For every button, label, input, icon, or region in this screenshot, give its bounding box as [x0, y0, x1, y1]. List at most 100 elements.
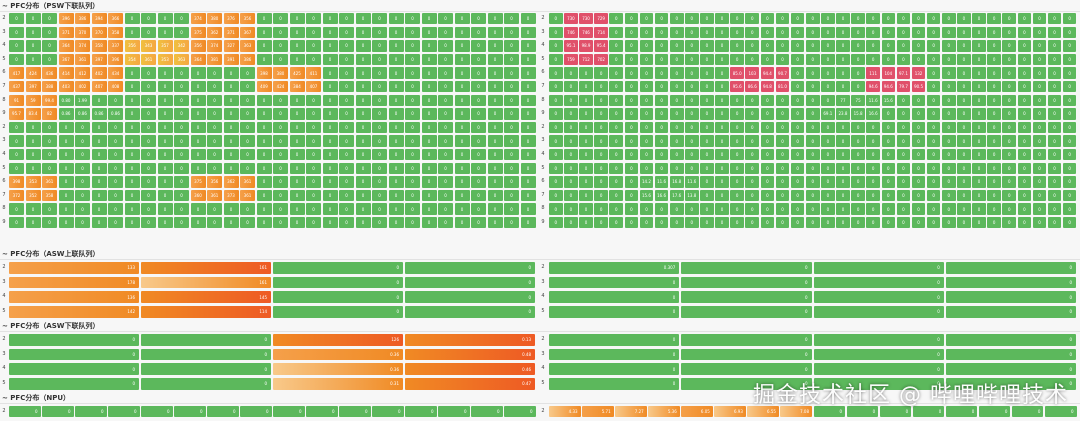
npu-cell[interactable]: 0 — [174, 406, 206, 417]
psw-cell[interactable]: 0 — [273, 149, 288, 161]
psw-cell[interactable]: 0 — [124, 203, 140, 215]
psw-cell[interactable]: 0 — [372, 135, 387, 147]
psw-cell[interactable]: 0 — [790, 176, 805, 188]
psw-cell[interactable]: 403 — [58, 81, 74, 93]
psw-cell[interactable]: 0 — [421, 176, 437, 188]
psw-cell[interactable]: 0 — [1017, 67, 1032, 79]
psw-cell[interactable]: 0 — [1047, 53, 1062, 66]
psw-cell[interactable]: 0 — [504, 162, 519, 174]
psw-cell[interactable]: 0 — [836, 53, 850, 66]
psw-cell[interactable]: 0 — [421, 149, 437, 161]
psw-cell[interactable]: 0 — [639, 108, 654, 120]
asw-stat-cell[interactable]: 0.31 — [273, 377, 403, 390]
psw-cell[interactable]: 0 — [372, 67, 387, 79]
psw-cell[interactable]: 0 — [957, 121, 971, 134]
psw-cell[interactable]: 0 — [273, 189, 288, 202]
psw-cell[interactable]: 0 — [355, 26, 371, 38]
psw-cell[interactable]: 370 — [75, 26, 90, 38]
psw-cell[interactable]: 0 — [1017, 94, 1032, 106]
psw-cell[interactable]: 358 — [91, 40, 107, 52]
psw-cell[interactable]: 0 — [438, 162, 453, 174]
asw-stat-cell[interactable]: 0.13 — [405, 334, 535, 346]
psw-cell[interactable]: 0 — [504, 135, 519, 147]
psw-cell[interactable]: 0 — [42, 40, 57, 52]
psw-cell[interactable]: 0 — [715, 108, 729, 120]
psw-cell[interactable]: 0 — [91, 135, 107, 147]
psw-cell[interactable]: 746 — [564, 26, 578, 38]
psw-cell[interactable]: 0 — [471, 135, 486, 147]
psw-cell[interactable]: 0 — [836, 162, 850, 174]
psw-cell[interactable]: 0 — [75, 162, 90, 174]
psw-cell[interactable]: 0 — [669, 217, 684, 229]
psw-cell[interactable]: 0 — [579, 217, 593, 229]
psw-cell[interactable]: 0 — [438, 189, 453, 202]
psw-cell[interactable]: 0 — [1047, 94, 1062, 106]
psw-cell[interactable]: 0.80 — [58, 94, 74, 106]
psw-cell[interactable]: 0 — [881, 149, 896, 161]
psw-cell[interactable]: 0 — [941, 67, 956, 79]
psw-cell[interactable]: 0 — [339, 81, 354, 93]
psw-cell[interactable]: 0 — [1032, 217, 1047, 229]
psw-cell[interactable]: 0 — [504, 67, 519, 79]
psw-cell[interactable]: 98.9 — [579, 40, 593, 52]
psw-cell[interactable]: 0 — [836, 176, 850, 188]
psw-cell[interactable]: 0 — [240, 217, 255, 229]
psw-cell[interactable]: 0 — [987, 203, 1001, 215]
psw-cell[interactable]: 0 — [372, 26, 387, 38]
psw-cell[interactable]: 0 — [851, 13, 865, 25]
asw-stat-cell[interactable]: 0 — [813, 305, 944, 318]
psw-cell[interactable]: 0 — [639, 203, 654, 215]
asw-stat-cell[interactable]: 0 — [273, 276, 403, 289]
psw-cell[interactable]: 0 — [896, 203, 911, 215]
psw-cell[interactable]: 0 — [685, 53, 699, 66]
psw-cell[interactable]: 90.7 — [775, 67, 790, 79]
psw-cell[interactable]: 0 — [926, 94, 941, 106]
psw-cell[interactable]: 0 — [306, 162, 321, 174]
psw-cell[interactable]: 0 — [851, 217, 865, 229]
psw-cell[interactable]: 0 — [405, 67, 420, 79]
psw-cell[interactable]: 0 — [405, 189, 420, 202]
psw-cell[interactable]: 0 — [896, 13, 911, 25]
psw-cell[interactable]: 0 — [174, 135, 189, 147]
psw-cell[interactable]: 0 — [322, 121, 338, 134]
psw-cell[interactable]: 0 — [941, 40, 956, 52]
psw-cell[interactable]: 0 — [941, 13, 956, 25]
psw-cell[interactable]: 0 — [454, 176, 470, 188]
psw-cell[interactable]: 0 — [372, 81, 387, 93]
psw-cell[interactable]: 0 — [972, 26, 986, 38]
psw-cell[interactable]: 0 — [549, 189, 563, 202]
psw-cell[interactable]: 0 — [388, 176, 404, 188]
psw-cell[interactable]: 0 — [223, 135, 239, 147]
psw-cell[interactable]: 0 — [836, 81, 850, 93]
psw-cell[interactable]: 0 — [372, 53, 387, 66]
psw-cell[interactable]: 356 — [124, 40, 140, 52]
psw-cell[interactable]: 0 — [25, 26, 41, 38]
psw-cell[interactable]: 0 — [141, 67, 156, 79]
psw-cell[interactable]: 0 — [639, 149, 654, 161]
psw-cell[interactable]: 0 — [896, 217, 911, 229]
psw-cell[interactable]: 0 — [715, 176, 729, 188]
psw-cell[interactable]: 0 — [42, 135, 57, 147]
psw-cell[interactable]: 0 — [654, 94, 669, 106]
psw-cell[interactable]: 0 — [372, 121, 387, 134]
psw-cell[interactable]: 0 — [700, 162, 714, 174]
psw-cell[interactable]: 0 — [1032, 189, 1047, 202]
psw-cell[interactable]: 0 — [504, 94, 519, 106]
psw-cell[interactable]: 0 — [124, 67, 140, 79]
psw-cell[interactable]: 79.7 — [896, 81, 911, 93]
psw-cell[interactable]: 0 — [487, 67, 503, 79]
psw-cell[interactable]: 0 — [388, 189, 404, 202]
psw-cell[interactable]: 0 — [851, 135, 865, 147]
psw-cell[interactable]: 0 — [564, 121, 578, 134]
psw-cell[interactable]: 0 — [9, 26, 24, 38]
psw-cell[interactable]: 0 — [355, 13, 371, 25]
psw-cell[interactable]: 0 — [504, 13, 519, 25]
psw-cell[interactable]: 0 — [471, 53, 486, 66]
psw-cell[interactable]: 0 — [388, 26, 404, 38]
psw-cell[interactable]: 0 — [157, 67, 173, 79]
psw-cell[interactable]: 0 — [594, 189, 608, 202]
psw-cell[interactable]: 0 — [972, 176, 986, 188]
psw-cell[interactable]: 0 — [549, 203, 563, 215]
psw-cell[interactable]: 0 — [9, 162, 24, 174]
psw-cell[interactable]: 0 — [790, 203, 805, 215]
